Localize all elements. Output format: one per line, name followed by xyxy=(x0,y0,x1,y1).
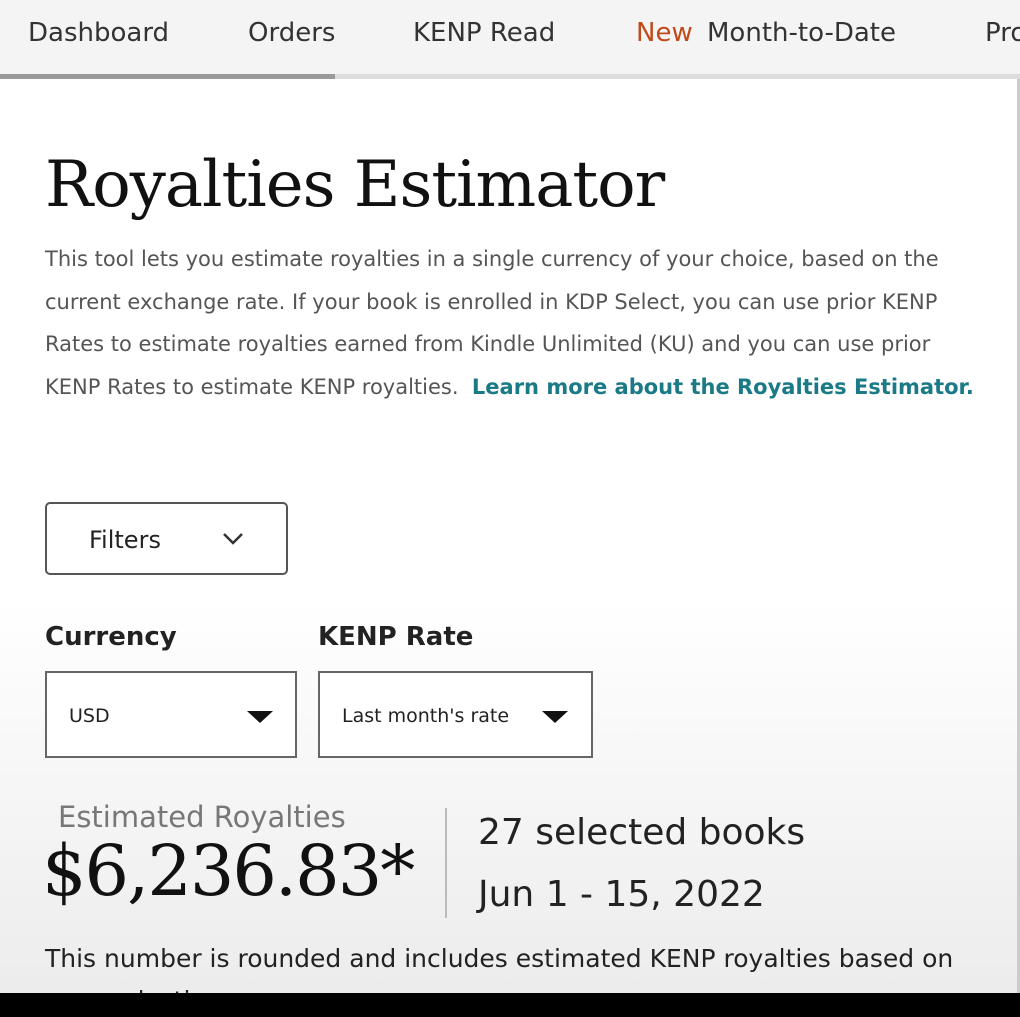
learn-more-link[interactable]: Learn more about the Royalties Estimator… xyxy=(471,374,974,399)
caret-down-icon xyxy=(247,711,273,723)
footnote: This number is rounded and includes esti… xyxy=(45,944,954,993)
new-badge: New xyxy=(636,18,693,48)
scrollbar-edge xyxy=(1017,79,1020,993)
kenp-rate-select[interactable]: Last month's rate xyxy=(318,671,593,758)
top-nav: Dashboard Orders KENP Read New Month-to-… xyxy=(0,0,1020,79)
tab-month-to-date[interactable]: Month-to-Date xyxy=(707,18,896,48)
selected-books: 27 selected books xyxy=(478,812,806,853)
estimated-royalties-label: Estimated Royalties xyxy=(58,800,346,834)
kenp-rate-label: KENP Rate xyxy=(318,622,474,652)
filters-button[interactable]: Filters xyxy=(45,502,288,575)
description: This tool lets you estimate royalties in… xyxy=(45,238,985,408)
chevron-down-icon xyxy=(223,533,243,545)
date-range: Jun 1 - 15, 2022 xyxy=(478,874,765,915)
royalties-estimator-page: Dashboard Orders KENP Read New Month-to-… xyxy=(0,0,1020,993)
tab-dashboard[interactable]: Dashboard xyxy=(28,18,170,48)
kenp-rate-value: Last month's rate xyxy=(342,705,510,727)
currency-select[interactable]: USD xyxy=(45,671,297,758)
filters-label: Filters xyxy=(89,526,161,554)
estimated-royalties-amount: $6,236.83* xyxy=(42,830,415,912)
divider xyxy=(445,808,447,918)
currency-label: Currency xyxy=(45,622,177,652)
currency-value: USD xyxy=(69,705,110,727)
tab-orders[interactable]: Orders xyxy=(248,18,336,48)
description-text: This tool lets you estimate royalties in… xyxy=(45,247,939,399)
active-tab-indicator xyxy=(0,74,335,79)
caret-down-icon xyxy=(542,711,568,723)
page-title: Royalties Estimator xyxy=(45,148,665,222)
tab-pro[interactable]: Pro xyxy=(985,18,1020,48)
tab-kenp-read[interactable]: KENP Read xyxy=(413,18,556,48)
